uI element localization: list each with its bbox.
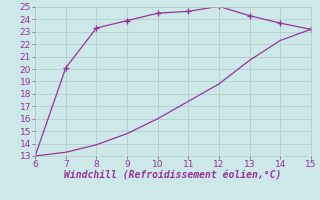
X-axis label: Windchill (Refroidissement éolien,°C): Windchill (Refroidissement éolien,°C) (64, 171, 282, 181)
